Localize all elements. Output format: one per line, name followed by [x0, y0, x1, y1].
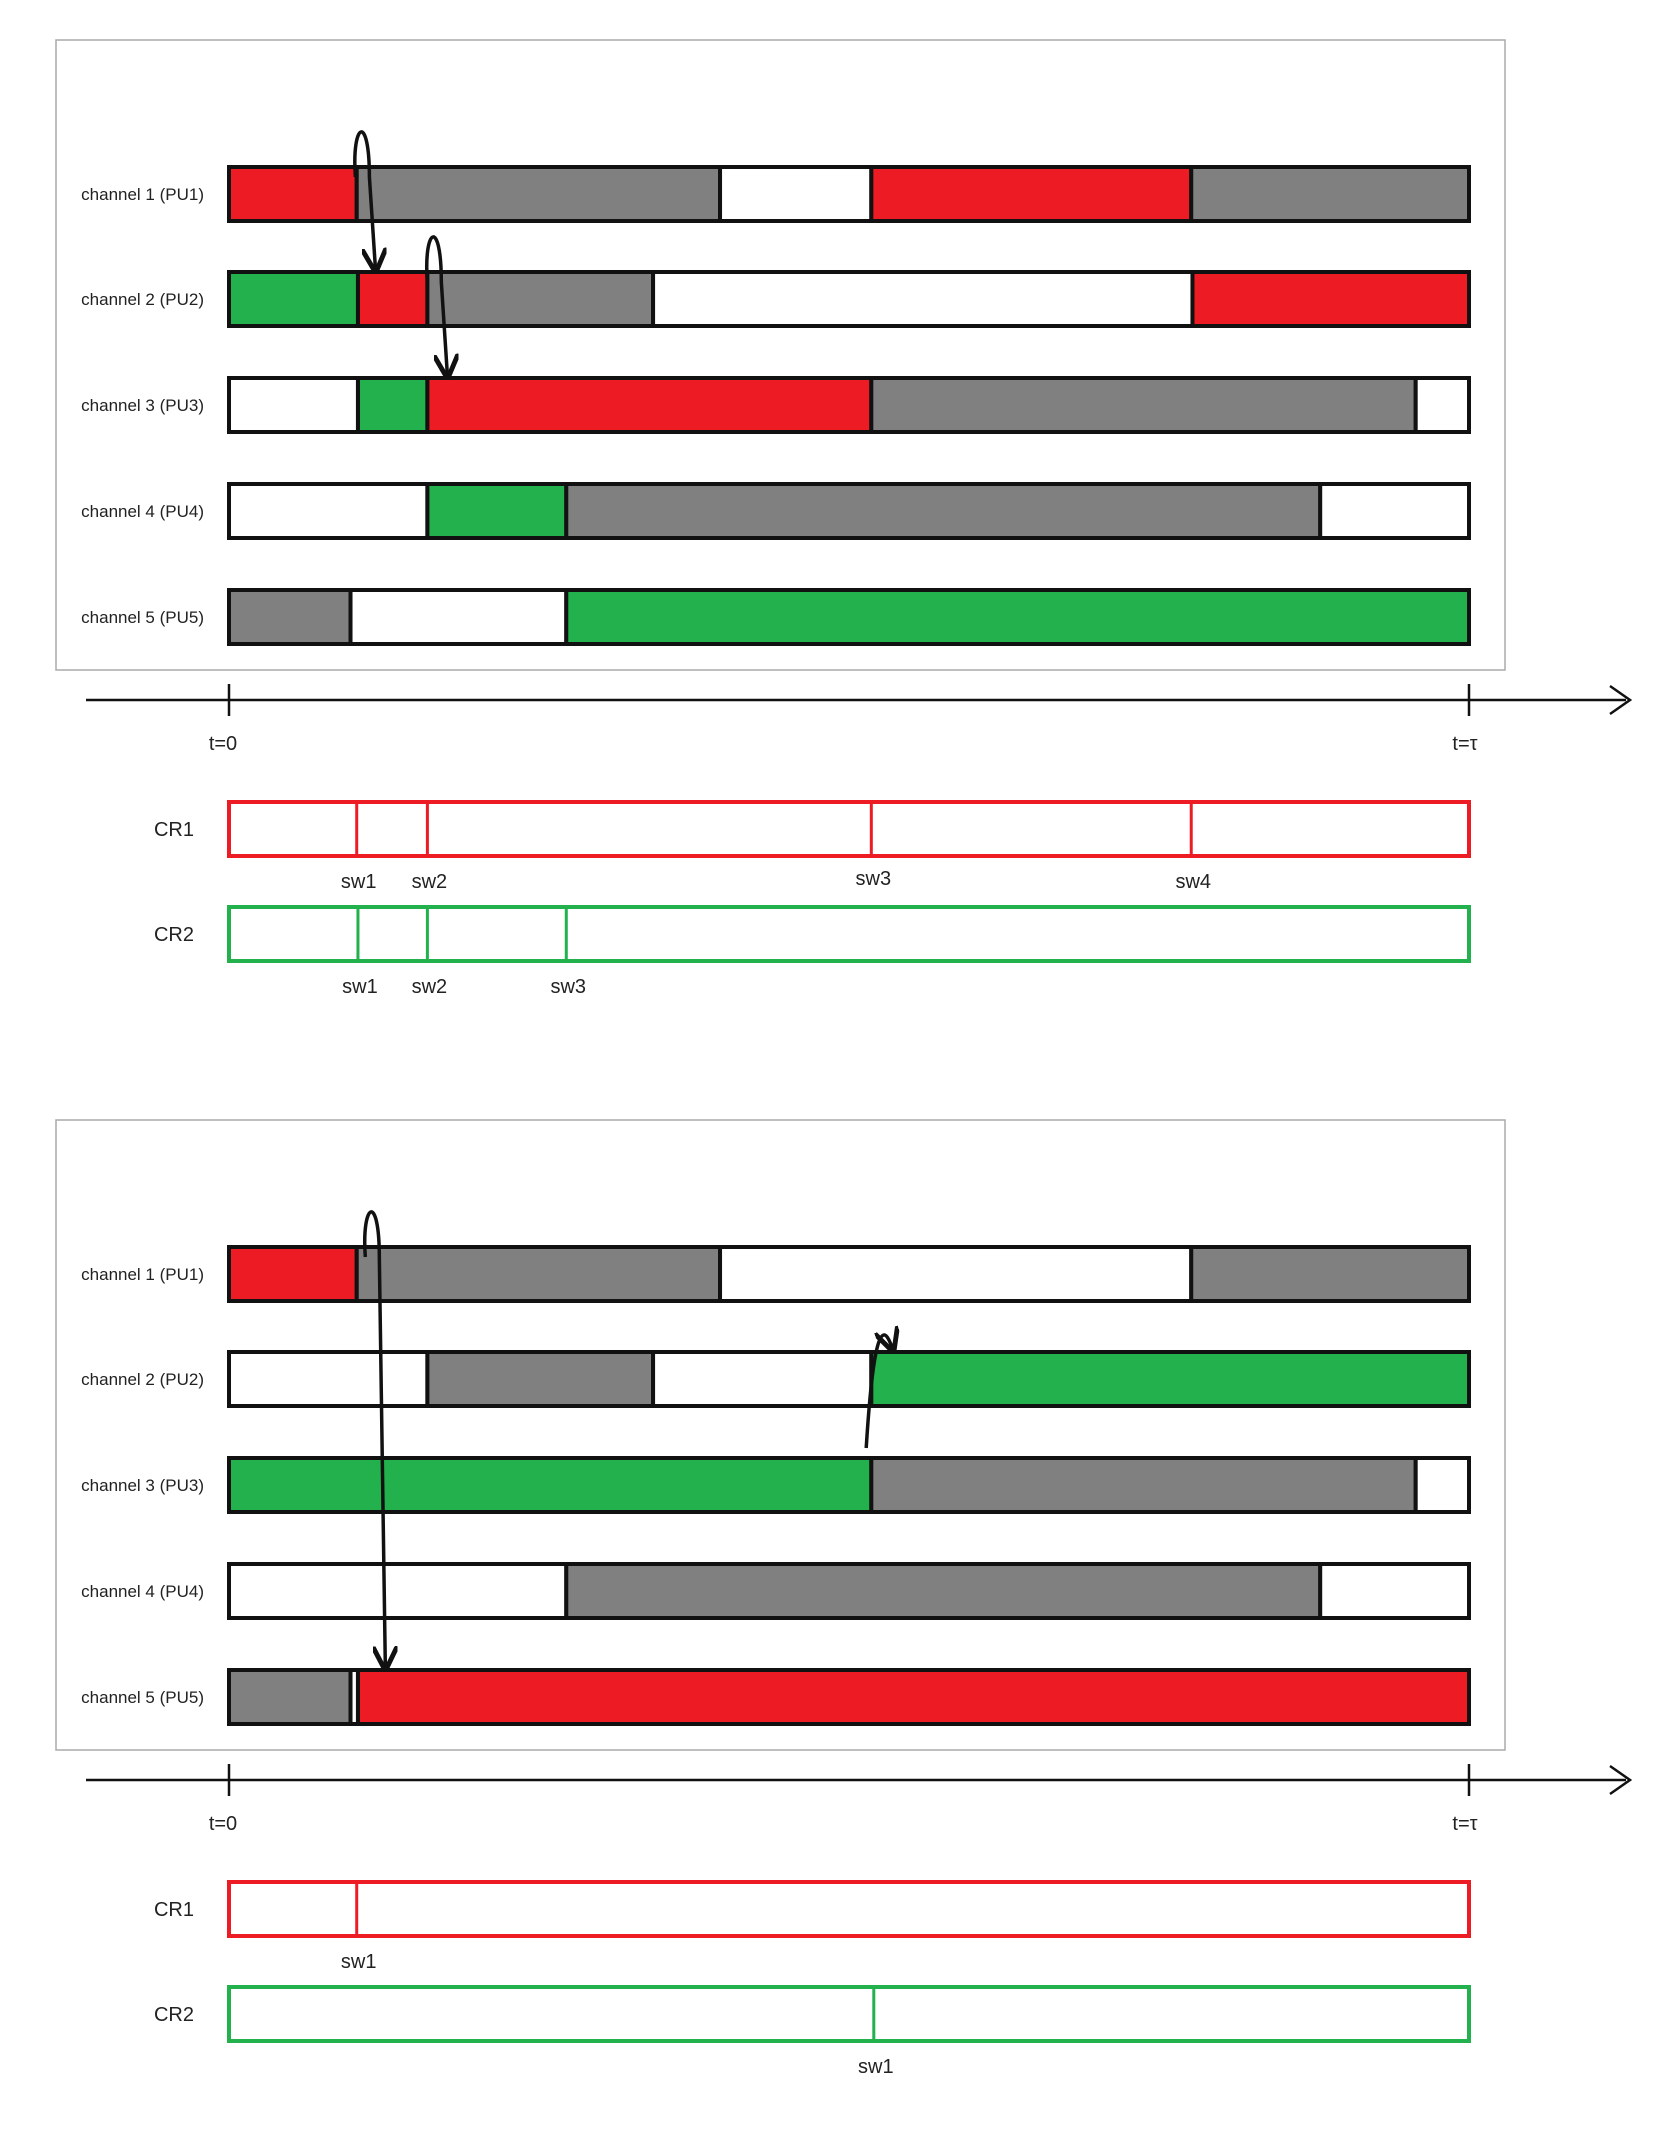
time-start-label: t=0: [209, 733, 237, 755]
switch-label: sw1: [858, 2056, 894, 2078]
switch-arrow: [425, 235, 448, 374]
segment-gray: [1189, 1245, 1471, 1303]
panel-frame: [55, 1119, 1506, 1751]
segment-gray: [869, 1456, 1418, 1514]
cr-timeline: [227, 905, 1471, 963]
cr-bar-cr1: CR1 sw1: [154, 1880, 1471, 1973]
cr-timeline: [227, 800, 1471, 858]
channel-label: channel 5 (PU5): [81, 608, 204, 627]
cr-bar-cr2: CR2 sw1: [154, 1985, 1471, 2078]
segment-white: [227, 482, 430, 540]
switch-arrow: [353, 130, 376, 268]
segment-green: [564, 588, 1471, 646]
segment-green: [869, 1350, 1471, 1408]
channel-label: channel 3 (PU3): [81, 396, 204, 415]
segment-white: [227, 1562, 569, 1620]
time-end-label: t=τ: [1452, 733, 1477, 755]
segment-red: [227, 165, 359, 223]
segment-white: [651, 270, 1195, 328]
channel-label: channel 4 (PU4): [81, 502, 204, 521]
segment-red: [425, 376, 874, 434]
channel-label: channel 1 (PU1): [81, 1265, 204, 1284]
segment-gray: [1189, 165, 1471, 223]
switch-label: sw1: [341, 871, 377, 893]
segment-gray: [869, 376, 1418, 434]
cr-label: CR1: [154, 819, 194, 841]
cr-label: CR2: [154, 2004, 194, 2026]
channel-row-5: channel 5 (PU5): [81, 1668, 1472, 1726]
switch-label: sw3: [550, 976, 586, 998]
time-axis-arrowhead: [1609, 684, 1633, 716]
panel-2: channel 1 (PU1) channel 2 (PU2) channel 3 …: [55, 1119, 1633, 2078]
channel-row-5: channel 5 (PU5): [81, 588, 1471, 646]
segment-gray: [425, 270, 656, 328]
channel-label: channel 2 (PU2): [81, 290, 204, 309]
panel-1: channel 1 (PU1) channel 2 (PU2) channel 3 …: [55, 39, 1633, 998]
channel-row-3: channel 3 (PU3): [81, 376, 1472, 434]
segment-red: [869, 165, 1194, 223]
segment-white: [1318, 482, 1471, 540]
channel-row-1: channel 1 (PU1): [81, 1245, 1471, 1303]
segment-gray: [564, 482, 1323, 540]
segment-white: [718, 1245, 1194, 1303]
segment-white: [348, 588, 569, 646]
segment-white: [1413, 376, 1472, 434]
segment-green: [355, 376, 430, 434]
segment-green: [227, 270, 360, 328]
segment-white: [1318, 1562, 1471, 1620]
segment-white: [1413, 1456, 1472, 1514]
channel-label: channel 5 (PU5): [81, 1688, 204, 1707]
segment-red: [1190, 270, 1471, 328]
segment-white: [227, 1350, 430, 1408]
switch-label: sw2: [412, 871, 448, 893]
channel-row-3: channel 3 (PU3): [81, 1456, 1472, 1514]
segment-green: [425, 482, 569, 540]
channel-row-4: channel 4 (PU4): [81, 482, 1471, 540]
segment-gray: [354, 1245, 723, 1303]
switch-arrow: [363, 1210, 386, 1666]
cr-timeline: [227, 1880, 1471, 1938]
cr-bar-cr2: CR2 sw1 sw2 sw3: [154, 905, 1471, 998]
switch-label: sw3: [856, 868, 892, 890]
switch-arrow: [864, 1335, 892, 1449]
segment-gray: [425, 1350, 656, 1408]
cr-label: CR2: [154, 924, 194, 946]
channel-label: channel 2 (PU2): [81, 1370, 204, 1389]
time-start-label: t=0: [209, 1813, 237, 1835]
time-axis-arrowhead: [1609, 1764, 1633, 1796]
switch-label: sw1: [342, 976, 378, 998]
channel-row-1: channel 1 (PU1): [81, 165, 1471, 223]
cr-bar-cr1: CR1 sw1 sw2 sw3 sw4: [154, 800, 1471, 893]
segment-gray: [564, 1562, 1323, 1620]
channel-row-4: channel 4 (PU4): [81, 1562, 1471, 1620]
channel-row-2: channel 2 (PU2): [81, 1350, 1471, 1408]
switch-label: sw2: [412, 976, 448, 998]
segment-gray: [227, 1668, 353, 1726]
channel-label: channel 3 (PU3): [81, 1476, 204, 1495]
segment-gray: [354, 165, 723, 223]
channel-label: channel 4 (PU4): [81, 1582, 204, 1601]
cr-timeline: [227, 1985, 1471, 2043]
segment-red: [355, 270, 430, 328]
channel-label: channel 1 (PU1): [81, 185, 204, 204]
switch-label: sw4: [1175, 871, 1211, 893]
channel-row-2: channel 2 (PU2): [81, 270, 1471, 328]
segment-white: [227, 376, 360, 434]
segment-green: [227, 1456, 874, 1514]
segment-white: [718, 165, 874, 223]
segment-white: [651, 1350, 874, 1408]
segment-red: [227, 1245, 359, 1303]
switch-label: sw1: [341, 1951, 377, 1973]
time-end-label: t=τ: [1452, 1813, 1477, 1835]
segment-red: [355, 1668, 1472, 1726]
cr-label: CR1: [154, 1899, 194, 1921]
panel-frame: [55, 39, 1506, 671]
segment-gray: [227, 588, 353, 646]
